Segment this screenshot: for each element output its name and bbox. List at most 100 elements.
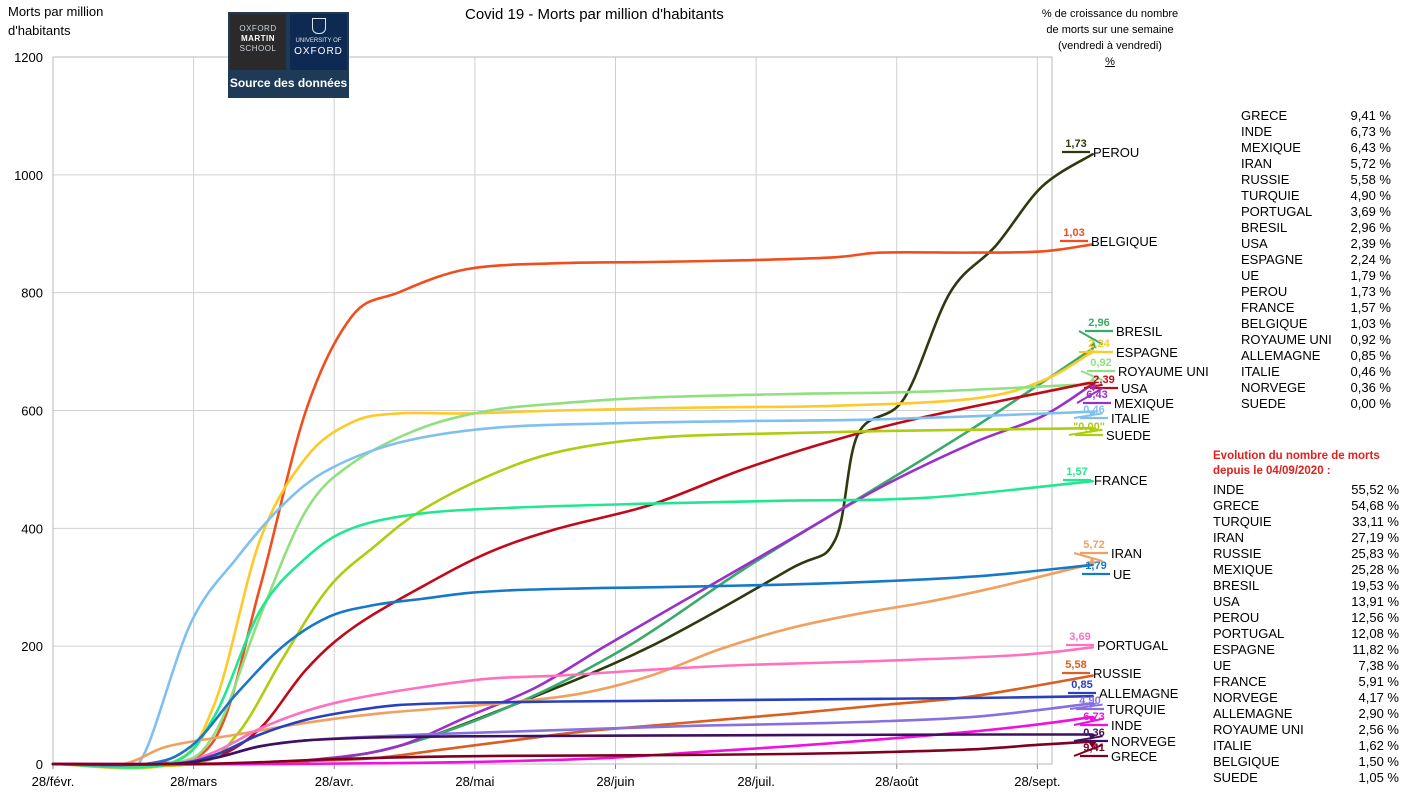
series-name-label: PORTUGAL [1097,638,1168,653]
growth-country: ROYAUME UNI [1241,332,1332,347]
series-line-usa [51,380,1094,766]
evolution-row: RUSSIE 25,83 % [1213,546,1399,562]
growth-value: 0,36 % [1350,380,1391,395]
growth-row: ALLEMAGNE 0,85 % [1241,348,1391,364]
growth-country: PEROU [1241,284,1288,299]
x-tick-label: 28/mars [170,774,217,789]
arrow-head [1088,733,1097,740]
evolution-country: ITALIE [1213,738,1252,753]
growth-table: GRECE 9,41 % INDE 6,73 % MEXIQUE 6,43 % IRAN 5,… [1241,108,1391,412]
arrow-line [1073,743,1103,757]
growth-value: 0,92 % [1350,332,1391,347]
growth-value: 0,85 % [1350,348,1391,363]
growth-country: PORTUGAL [1241,204,1313,219]
series-name-label: PEROU [1093,145,1139,160]
series-name-label: NORVEGE [1111,734,1176,749]
growth-country: USA [1241,236,1268,251]
growth-label: 5,58 [1065,659,1086,671]
growth-value: 2,96 % [1350,220,1391,235]
evolution-country: FRANCE [1213,674,1267,689]
evolution-row: INDE 55,52 % [1213,482,1399,498]
evolution-row: SUEDE 1,05 % [1213,770,1399,786]
growth-value: 1,03 % [1350,316,1391,331]
arrow-head [1088,716,1097,723]
growth-row: GRECE 9,41 % [1241,108,1391,124]
series-line-ue [51,563,1094,767]
growth-label: 1,03 [1063,227,1084,239]
growth-value: 1,79 % [1350,268,1391,283]
x-tick-label: 28/avr. [315,774,354,789]
growth-country: ITALIE [1241,364,1280,379]
evolution-value: 13,91 % [1351,594,1399,609]
growth-header: % de croissance du nombre de morts sur u… [1041,8,1179,68]
evolution-country: GRECE [1213,498,1260,513]
growth-row: PEROU 1,73 % [1241,284,1391,300]
growth-value: 6,73 % [1350,124,1391,139]
series-name-label: ITALIE [1111,411,1150,426]
chart-title: Covid 19 - Morts par million d'habitants [465,6,724,23]
evolution-value: 1,62 % [1358,738,1399,753]
arrow-line [1073,552,1103,563]
series-line-france [51,479,1094,769]
series-name-label: UE [1113,567,1131,582]
arrow-line [1078,330,1104,346]
growth-row: NORVEGE 0,36 % [1241,380,1391,396]
growth-label: 2,24 [1088,338,1110,350]
y-tick-label: 200 [21,639,43,654]
arrow-line [1073,735,1103,742]
evolution-country: ROYAUME UNI [1213,722,1304,737]
growth-label: 5,72 [1083,539,1104,551]
growth-country: IRAN [1241,156,1273,171]
university-oxford-logo: UNIVERSITY OF OXFORD [290,14,347,70]
series-line-mexique [51,382,1094,766]
series-name-label: TURQUIE [1107,702,1166,717]
evolution-row: FRANCE 5,91 % [1213,674,1399,690]
series-labels: 1,73 PEROU 1,03 BELGIQUE 2,96 BRESIL 2,24 ESPAG… [1060,138,1209,764]
growth-row: BELGIQUE 1,03 % [1241,316,1391,332]
source-label: Source des données [229,76,348,90]
growth-country: ESPAGNE [1241,252,1303,267]
growth-label: 3,69 [1069,631,1090,643]
growth-country: NORVEGE [1241,380,1306,395]
evolution-row: IRAN 27,19 % [1213,530,1399,546]
oxford-logo: OXFORD MARTIN SCHOOL UNIVERSITY OF OXFOR… [228,12,349,98]
evolution-country: RUSSIE [1213,546,1262,561]
evolution-value: 1,50 % [1358,754,1399,769]
growth-row: BRESIL 2,96 % [1241,220,1391,236]
growth-country: TURQUIE [1241,188,1300,203]
evolution-country: IRAN [1213,530,1245,545]
growth-country: MEXIQUE [1241,140,1301,155]
x-tick-label: 28/févr. [32,774,75,789]
growth-value: 2,39 % [1350,236,1391,251]
x-tick-label: 28/août [875,774,919,789]
growth-country: INDE [1241,124,1273,139]
grid [52,56,1052,765]
growth-row: ESPAGNE 2,24 % [1241,252,1391,268]
evolution-country: PORTUGAL [1213,626,1285,641]
evolution-table: INDE 55,52 % GRECE 54,68 % TURQUIE 33,11 % IRA… [1213,482,1399,786]
growth-value: 0,00 % [1350,396,1391,411]
series-name-label: IRAN [1111,546,1142,561]
x-tick-label: 28/sept. [1014,774,1060,789]
series-name-label: MEXIQUE [1114,396,1174,411]
growth-row: ROYAUME UNI 0,92 % [1241,332,1391,348]
growth-country: SUEDE [1241,396,1286,411]
arrow-head [1088,557,1097,564]
growth-label: 2,39 [1093,374,1114,386]
series-name-label: BRESIL [1116,324,1162,339]
arrow-head [1089,348,1097,356]
growth-value: 1,57 % [1350,300,1391,315]
evolution-country: BELGIQUE [1213,754,1280,769]
evolution-value: 27,19 % [1351,530,1399,545]
growth-country: BELGIQUE [1241,316,1308,331]
oxford-martin-logo: OXFORD MARTIN SCHOOL [230,14,286,70]
growth-value: 9,41 % [1350,108,1391,123]
evolution-value: 25,28 % [1351,562,1399,577]
series-line-norvege [51,733,1094,766]
evolution-country: INDE [1213,482,1245,497]
growth-label: 2,96 [1088,317,1109,329]
growth-country: RUSSIE [1241,172,1290,187]
evolution-country: BRESIL [1213,578,1260,593]
evolution-country: ESPAGNE [1213,642,1275,657]
arrow-head [1088,410,1097,417]
